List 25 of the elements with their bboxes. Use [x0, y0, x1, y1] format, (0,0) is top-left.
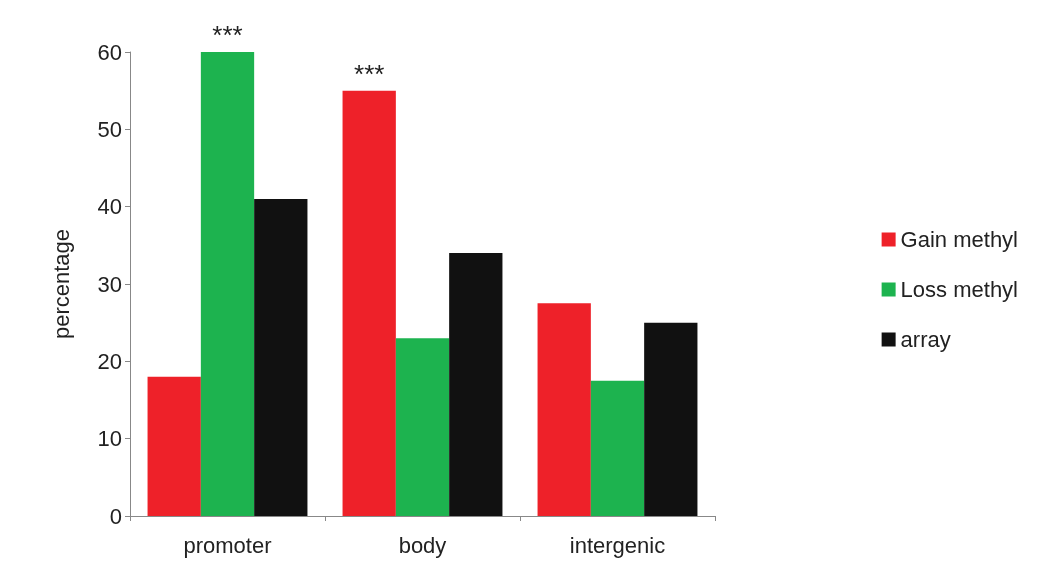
bar — [200, 52, 255, 516]
x-tick-label: promoter — [183, 532, 272, 558]
legend-label: array — [900, 327, 951, 352]
y-tick-label: 40 — [97, 194, 122, 220]
bar — [537, 303, 591, 516]
bar — [449, 253, 503, 516]
y-axis-title: percentage — [48, 228, 74, 340]
x-tick-label: body — [398, 532, 447, 558]
legend-label: Loss methyl — [900, 277, 1019, 302]
x-tick-label: intergenic — [569, 532, 666, 558]
bar — [395, 338, 450, 516]
y-tick-label: 20 — [97, 348, 122, 374]
y-tick-label: 30 — [97, 271, 122, 297]
text: *** — [212, 20, 243, 50]
bar — [644, 322, 698, 516]
bar — [342, 90, 396, 516]
y-tick-label: 10 — [97, 426, 122, 452]
legend-label: Gain methyl — [900, 227, 1019, 252]
y-tick-label: 0 — [109, 503, 122, 529]
y-tick-label: 60 — [97, 39, 122, 65]
bar — [254, 198, 308, 516]
bar — [590, 380, 645, 516]
bar — [147, 376, 201, 516]
y-tick-label: 50 — [97, 116, 122, 142]
annotation: *** — [354, 58, 385, 89]
